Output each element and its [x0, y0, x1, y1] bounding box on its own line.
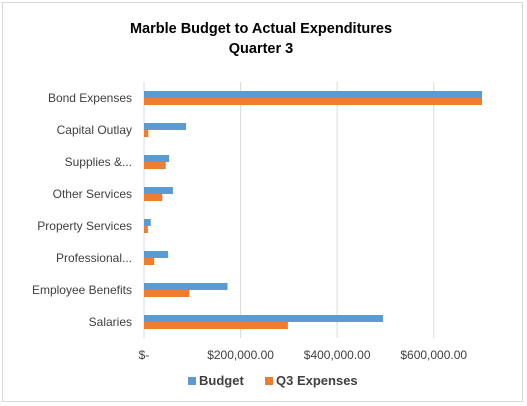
legend-swatch: [265, 377, 273, 385]
bar-q3-expenses: [144, 322, 288, 329]
category-label: Salaries: [89, 315, 132, 329]
x-tick-label: $200,000.00: [207, 348, 274, 362]
bar-q3-expenses: [144, 258, 155, 265]
legend-label: Budget: [199, 373, 244, 388]
category-label: Capital Outlay: [57, 123, 132, 137]
gridlines: [143, 82, 435, 338]
legend-label: Q3 Expenses: [276, 373, 358, 388]
legend-swatch: [188, 377, 196, 385]
x-tick-label: $400,000.00: [304, 348, 371, 362]
bar-budget: [144, 91, 482, 98]
bar-q3-expenses: [144, 290, 190, 297]
category-label: Supplies &...: [65, 155, 132, 169]
category-label: Property Services: [37, 219, 132, 233]
chart-title-line-2: Quarter 3: [229, 41, 293, 57]
bars: [144, 91, 482, 329]
category-label: Professional...: [56, 251, 132, 265]
chart-title-line-1: Marble Budget to Actual Expenditures: [130, 21, 392, 37]
chart-area: Marble Budget to Actual Expenditures Qua…: [2, 2, 523, 402]
legend: Budget Q3 Expenses: [188, 373, 358, 388]
bar-budget: [144, 123, 187, 130]
bar-budget: [144, 187, 173, 194]
x-tick-label: $-: [139, 348, 150, 362]
bar-budget: [144, 155, 170, 162]
bar-chart: Marble Budget to Actual Expenditures Qua…: [32, 21, 482, 388]
bar-budget: [144, 315, 384, 322]
category-label: Bond Expenses: [48, 91, 132, 105]
bar-q3-expenses: [144, 162, 166, 169]
category-label: Other Services: [53, 187, 132, 201]
bar-q3-expenses: [144, 130, 149, 137]
bar-budget: [144, 219, 151, 226]
bar-q3-expenses: [144, 226, 148, 233]
x-axis-tick-labels: $- $200,000.00 $400,000.00 $600,000.00: [139, 348, 468, 362]
bar-budget: [144, 283, 228, 290]
x-tick-label: $600,000.00: [400, 348, 467, 362]
category-label: Employee Benefits: [32, 283, 132, 297]
bar-q3-expenses: [144, 98, 482, 105]
category-axis-labels: Bond Expenses Capital Outlay Supplies &...…: [32, 91, 132, 329]
bar-budget: [144, 251, 169, 258]
bar-q3-expenses: [144, 194, 163, 201]
